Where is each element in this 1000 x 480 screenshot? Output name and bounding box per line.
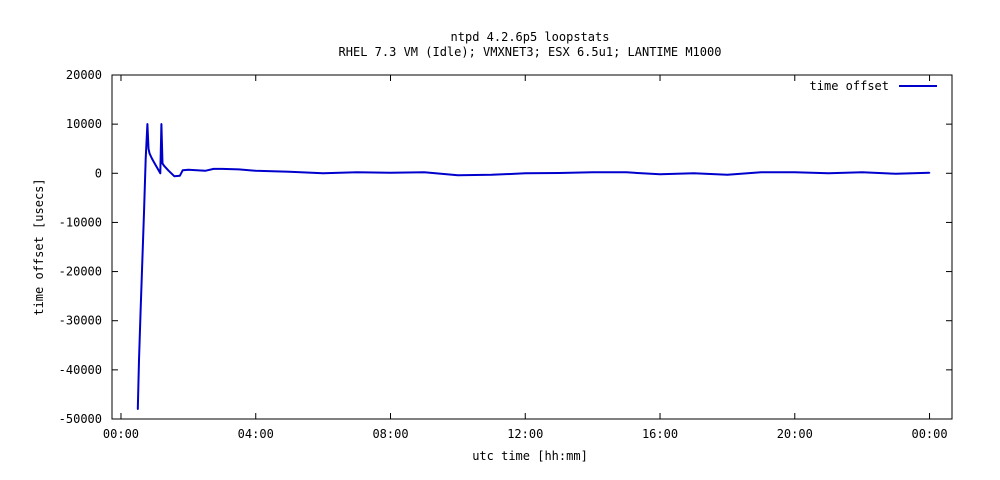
data-point: [591, 171, 594, 174]
y-tick-label: 10000: [66, 117, 102, 131]
data-point: [204, 170, 206, 172]
data-point: [490, 174, 493, 176]
data-point: [423, 171, 426, 174]
legend-label: time offset: [810, 79, 889, 93]
series-layer: [136, 123, 931, 411]
data-point: [558, 172, 560, 174]
data-point: [895, 173, 897, 175]
data-point: [457, 174, 459, 177]
data-point: [137, 408, 139, 411]
data-point: [288, 171, 291, 173]
series-line-0: [136, 123, 930, 410]
data-point: [147, 147, 150, 150]
data-point: [161, 162, 164, 165]
x-tick-label: 00:00: [911, 427, 947, 441]
data-point: [726, 174, 729, 176]
x-tick-label: 00:00: [103, 427, 139, 441]
plot-frame: [111, 74, 953, 420]
data-point: [144, 157, 147, 160]
x-tick-label: 08:00: [372, 427, 408, 441]
data-point: [827, 172, 830, 175]
data-point: [254, 170, 257, 172]
data-point: [141, 260, 144, 263]
x-tick-label: 20:00: [777, 427, 813, 441]
x-tick-label: 04:00: [238, 427, 274, 441]
y-tick-label: -10000: [59, 215, 102, 229]
data-point: [212, 168, 215, 170]
data-point: [238, 168, 240, 171]
data-point: [389, 172, 392, 174]
data-point: [151, 157, 153, 160]
data-point: [139, 310, 142, 312]
data-point: [173, 175, 176, 177]
chart-subtitle: RHEL 7.3 VM (Idle); VMXNET3; ESX 6.5u1; …: [339, 45, 722, 59]
data-point: [138, 359, 140, 361]
data-point: [156, 167, 159, 170]
data-point: [794, 171, 796, 174]
y-tick-label: -50000: [59, 412, 102, 426]
data-point: [659, 173, 661, 176]
x-axis: 00:00 04:00 08:00 12:00 16:00 20:00 00:00: [103, 75, 948, 441]
data-point: [692, 172, 695, 175]
data-point: [271, 170, 274, 173]
data-point: [221, 168, 223, 170]
data-point: [163, 165, 165, 167]
data-point: [187, 169, 190, 171]
y-tick-label: 0: [95, 166, 102, 180]
chart-title: ntpd 4.2.6p5 loopstats: [451, 30, 610, 44]
x-tick-label: 16:00: [642, 427, 678, 441]
data-point: [181, 169, 184, 172]
data-point: [167, 170, 170, 172]
data-point: [148, 152, 151, 155]
data-point: [153, 162, 156, 165]
data-point: [928, 172, 931, 174]
data-point: [524, 172, 527, 175]
data-point: [625, 171, 628, 174]
x-tick-label: 12:00: [507, 427, 543, 441]
data-point: [179, 174, 181, 177]
data-point: [146, 123, 149, 125]
data-point: [760, 171, 762, 174]
y-tick-label: -20000: [59, 265, 102, 279]
data-point: [356, 171, 358, 174]
data-point: [861, 171, 863, 174]
y-tick-label: -40000: [59, 363, 102, 377]
data-point: [322, 172, 324, 175]
data-point: [143, 211, 145, 214]
legend: time offset: [810, 79, 937, 93]
y-tick-label: 20000: [66, 68, 102, 82]
y-tick-label: -30000: [59, 314, 102, 328]
data-point: [160, 123, 163, 125]
data-point: [159, 172, 162, 175]
x-axis-label: utc time [hh:mm]: [472, 449, 588, 463]
y-axis-label: time offset [usecs]: [32, 178, 46, 315]
y-axis: 20000 10000 0 -10000 -20000 -30000 -40000 -5000…: [59, 68, 952, 426]
